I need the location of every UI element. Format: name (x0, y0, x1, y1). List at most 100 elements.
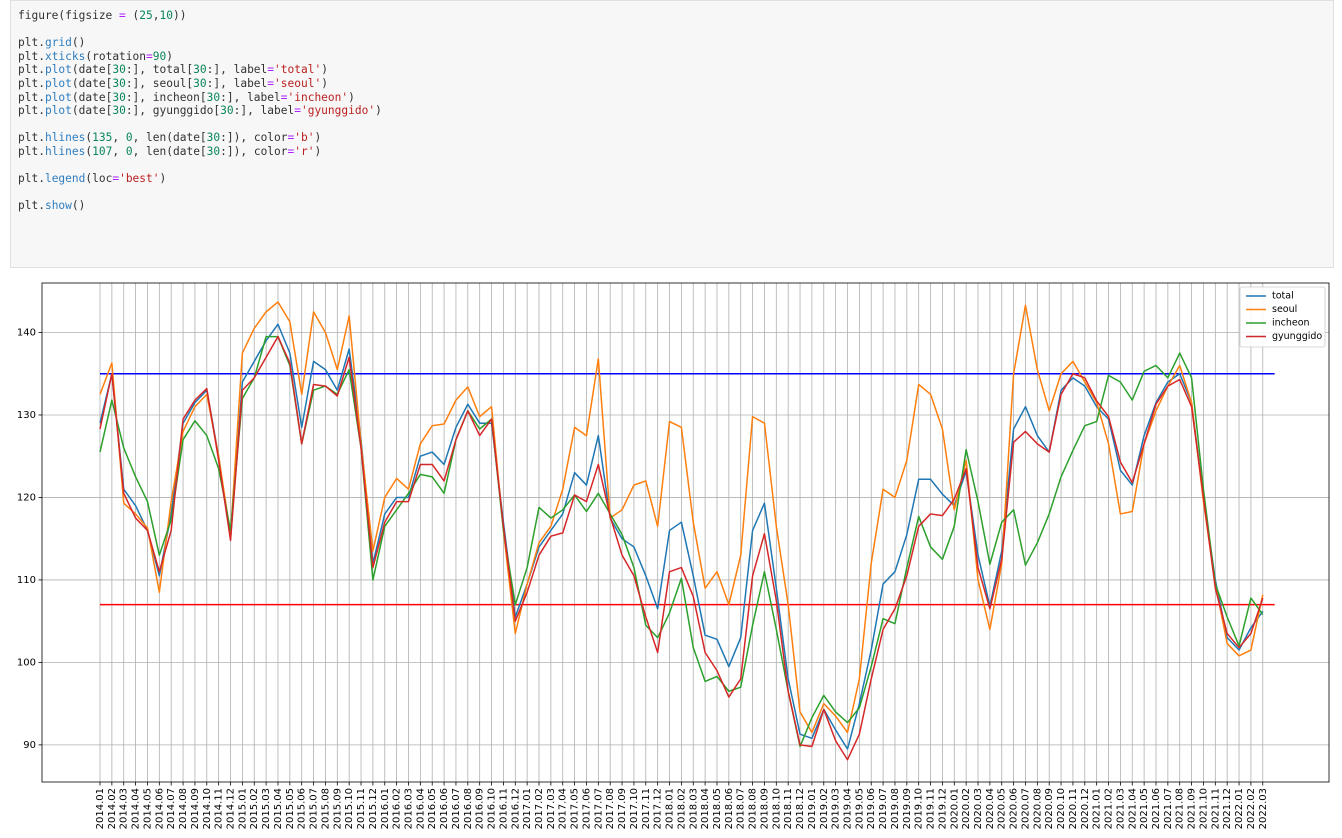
x-tick-label: 2017.03 (546, 788, 557, 829)
x-tick-label: 2020.07 (1020, 788, 1031, 829)
x-tick-label: 2017.12 (653, 788, 664, 829)
x-tick-label: 2016.09 (475, 788, 486, 829)
x-tick-label: 2021.07 (1163, 788, 1174, 829)
x-tick-label: 2020.06 (1009, 788, 1020, 829)
x-axis: 2014.01 2014.02 2014.03 2014.04 2014.05 2014.… (95, 782, 1269, 829)
x-tick-label: 2014.08 (178, 788, 189, 829)
x-tick-label: 2014.01 (95, 788, 106, 829)
plot-frame (41, 282, 1330, 783)
legend-box (1239, 286, 1326, 348)
x-tick-label: 2017.08 (605, 788, 616, 829)
x-tick-label: 2020.10 (1056, 788, 1067, 829)
x-tick-label: 2021.03 (1115, 788, 1126, 829)
x-tick-label: 2016.07 (451, 788, 462, 829)
y-axis: 90 100 110 120 130 140 (17, 327, 42, 751)
x-tick-label: 2016.03 (403, 788, 414, 829)
series-lines (99, 301, 1264, 761)
x-tick-label: 2015.06 (297, 788, 308, 829)
code-editor[interactable]: figure(figsize = (25,10)) plt.grid() plt… (11, 1, 1333, 213)
code-line: plt.plot(date[30:], gyunggido[30:], labe… (18, 104, 382, 118)
x-tick-label: 2021.04 (1127, 788, 1138, 829)
x-tick-label: 2019.09 (902, 788, 913, 829)
series-line-gyunggido (99, 335, 1264, 761)
x-tick-label: 2020.08 (1032, 788, 1043, 829)
x-tick-label: 2016.08 (463, 788, 474, 829)
x-tick-label: 2015.07 (309, 788, 320, 829)
x-tick-label: 2015.01 (237, 788, 248, 829)
x-tick-label: 2020.02 (961, 788, 972, 829)
y-tick-label: 120 (17, 492, 36, 503)
x-tick-label: 2016.11 (498, 788, 509, 829)
legend-label-seoul: seoul (1272, 304, 1297, 315)
x-tick-label: 2017.05 (570, 788, 581, 829)
x-tick-label: 2018.09 (759, 788, 770, 829)
x-tick-label: 2018.06 (724, 788, 735, 829)
x-tick-label: 2014.07 (166, 788, 177, 829)
code-line: plt.hlines(135, 0, len(date[30:]), color… (18, 131, 322, 145)
x-tick-label: 2019.08 (890, 788, 901, 829)
y-tick-label: 100 (17, 657, 36, 668)
x-tick-label: 2017.02 (534, 788, 545, 829)
x-tick-label: 2017.06 (581, 788, 592, 829)
x-tick-label: 2021.08 (1175, 788, 1186, 829)
x-tick-label: 2018.11 (783, 788, 794, 829)
x-tick-label: 2019.05 (854, 788, 865, 829)
x-tick-label: 2019.01 (807, 788, 818, 829)
x-tick-label: 2018.03 (688, 788, 699, 829)
x-tick-label: 2018.12 (795, 788, 806, 829)
x-tick-label: 2018.01 (665, 788, 676, 829)
x-tick-label: 2016.05 (427, 788, 438, 829)
x-tick-label: 2018.10 (771, 788, 782, 829)
x-tick-label: 2015.09 (332, 788, 343, 829)
code-line: plt.hlines(107, 0, len(date[30:]), color… (18, 144, 322, 158)
grid-y (42, 332, 1329, 746)
hlines (100, 372, 1275, 606)
legend-label-incheon: incheon (1272, 318, 1310, 329)
x-tick-label: 2014.03 (119, 788, 130, 829)
x-tick-label: 2021.05 (1139, 788, 1150, 829)
x-tick-label: 2019.12 (937, 788, 948, 829)
code-line: plt.xticks(rotation=90) (18, 49, 173, 63)
code-cell[interactable]: figure(figsize = (25,10)) plt.grid() plt… (10, 0, 1334, 268)
x-tick-label: 2021.11 (1210, 788, 1221, 829)
x-tick-label: 2015.10 (344, 788, 355, 829)
x-tick-label: 2016.04 (415, 788, 426, 829)
x-tick-label: 2022.02 (1246, 788, 1257, 829)
series-line-seoul (99, 301, 1264, 734)
x-tick-label: 2022.01 (1234, 788, 1245, 829)
x-tick-label: 2019.02 (819, 788, 830, 829)
x-tick-label: 2016.12 (510, 788, 521, 829)
x-tick-label: 2018.05 (712, 788, 723, 829)
x-tick-label: 2021.06 (1151, 788, 1162, 829)
y-tick-label: 130 (17, 410, 36, 421)
output-area: 90 100 110 120 130 140 2014.01 2014.02 2014.03 2… (0, 272, 1342, 834)
x-tick-label: 2019.07 (878, 788, 889, 829)
x-tick-label: 2015.08 (320, 788, 331, 829)
x-tick-label: 2015.03 (261, 788, 272, 829)
x-tick-label: 2020.01 (949, 788, 960, 829)
x-tick-label: 2020.05 (997, 788, 1008, 829)
code-line: plt.plot(date[30:], total[30:], label='t… (18, 63, 328, 77)
x-tick-label: 2017.09 (617, 788, 628, 829)
x-tick-label: 2021.10 (1198, 788, 1209, 829)
code-line: plt.plot(date[30:], incheon[30:], label=… (18, 90, 355, 104)
x-tick-label: 2015.11 (356, 788, 367, 829)
x-tick-label: 2016.10 (487, 788, 498, 829)
legend-label-total: total (1272, 291, 1294, 302)
legend: total seoul incheon gyunggido (1239, 286, 1326, 348)
x-tick-label: 2021.01 (1092, 788, 1103, 829)
y-tick-label: 90 (23, 740, 36, 751)
x-tick-label: 2014.06 (154, 788, 165, 829)
legend-label-gyunggido: gyunggido (1272, 331, 1322, 342)
x-tick-label: 2018.08 (748, 788, 759, 829)
x-tick-label: 2014.02 (107, 788, 118, 829)
x-tick-label: 2014.10 (202, 788, 213, 829)
code-line: plt.show() (18, 199, 86, 213)
x-tick-label: 2017.01 (522, 788, 533, 829)
code-line: plt.plot(date[30:], seoul[30:], label='s… (18, 76, 328, 90)
x-tick-label: 2019.03 (831, 788, 842, 829)
x-tick-label: 2017.04 (558, 788, 569, 829)
code-line: figure(figsize = (25,10)) (18, 9, 187, 22)
x-tick-label: 2015.05 (285, 788, 296, 829)
